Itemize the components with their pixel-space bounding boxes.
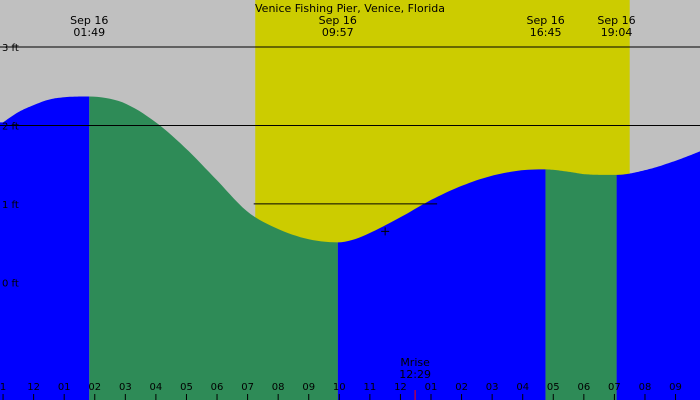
x-tick-label: 02 xyxy=(455,382,468,393)
x-tick-label: 06 xyxy=(211,382,224,393)
x-tick-label: 03 xyxy=(119,382,132,393)
x-tick-label: 04 xyxy=(150,382,163,393)
tide-event-time: 01:49 xyxy=(73,26,105,39)
moon-label: Mrise xyxy=(400,356,430,369)
x-tick-label: 11 xyxy=(364,382,377,393)
x-axis: 1 12 01 02 03 04 05 06 07 08 09 10 11 12 01 02 03 04 05 06 0… xyxy=(0,382,682,400)
x-tick-label: 05 xyxy=(180,382,193,393)
current-marker xyxy=(381,227,390,236)
x-tick-label: 01 xyxy=(425,382,438,393)
x-tick-label: 07 xyxy=(608,382,621,393)
x-tick-label: 10 xyxy=(333,382,346,393)
tide-event-time: 19:04 xyxy=(601,26,633,39)
y-tick-label: 3 ft xyxy=(2,43,19,54)
x-tick-label: 1 xyxy=(0,382,6,393)
x-tick-label: 01 xyxy=(58,382,71,393)
x-tick-label: 03 xyxy=(486,382,499,393)
moon-time: 12:29 xyxy=(399,368,431,381)
x-tick-label: 08 xyxy=(272,382,285,393)
tide-event-date: Sep 16 xyxy=(319,14,357,27)
x-tick-label: 07 xyxy=(241,382,254,393)
x-tick-label: 12 xyxy=(394,382,407,393)
x-tick-label: 12 xyxy=(27,382,40,393)
tide-segment xyxy=(0,96,90,400)
tide-event-date: Sep 16 xyxy=(70,14,108,27)
chart-title: Venice Fishing Pier, Venice, Florida xyxy=(255,2,445,15)
x-tick-label: 09 xyxy=(302,382,315,393)
x-tick-label: 09 xyxy=(669,382,682,393)
x-tick-label: 04 xyxy=(516,382,529,393)
y-tick-label: 0 ft xyxy=(2,278,19,289)
tide-segment xyxy=(337,169,546,400)
tide-segment xyxy=(89,96,338,400)
tide-segment xyxy=(616,151,700,400)
tide-event-date: Sep 16 xyxy=(527,14,565,27)
x-tick-label: 08 xyxy=(639,382,652,393)
tide-event-time: 16:45 xyxy=(530,26,562,39)
tide-fills xyxy=(0,96,700,400)
tide-event-time: 09:57 xyxy=(322,26,354,39)
level-lines xyxy=(0,46,700,205)
tide-event-date: Sep 16 xyxy=(597,14,635,27)
y-tick-label: 2 ft xyxy=(2,121,19,132)
tide-segment xyxy=(545,169,617,400)
x-tick-label: 02 xyxy=(88,382,101,393)
y-tick-label: 1 ft xyxy=(2,200,19,211)
y-axis-labels: 3 ft 2 ft 1 ft 0 ft xyxy=(2,43,19,289)
x-tick-label: 06 xyxy=(577,382,590,393)
x-tick-label: 05 xyxy=(547,382,560,393)
